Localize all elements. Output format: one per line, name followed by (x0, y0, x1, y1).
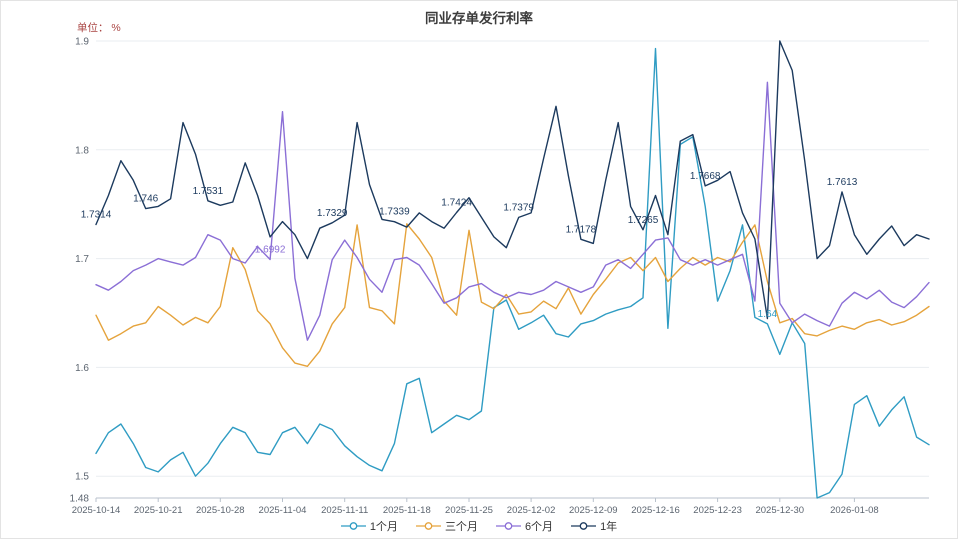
series-line-1m[interactable] (95, 47, 930, 499)
legend-label-1m: 1个月 (369, 521, 398, 533)
point-label: 1.7613 (827, 177, 858, 188)
x-axis-label: 2025-12-09 (569, 505, 618, 516)
series-line-6m[interactable] (95, 81, 930, 341)
x-axis-label: 2025-12-02 (507, 505, 556, 516)
point-label: 1.7379 (503, 202, 534, 213)
point-label: 1.6992 (255, 245, 286, 256)
y-axis-label: 1.8 (75, 145, 89, 156)
legend-line-marker-6m (495, 522, 521, 530)
x-axis-label: 2025-12-16 (631, 505, 680, 516)
y-axis-label: 1.7 (75, 254, 89, 265)
legend-label-3m: 三个月 (444, 521, 478, 533)
legend-label-6m: 6个月 (524, 521, 554, 533)
x-axis-label: 2025-12-30 (755, 505, 804, 516)
legend-line-marker-1m (340, 522, 366, 530)
point-label: 1.746 (133, 194, 158, 205)
legend-item-1m[interactable]: 1个月 (340, 518, 398, 534)
x-axis-label: 2025-11-04 (259, 505, 307, 516)
point-label: 1.7668 (690, 171, 721, 182)
y-axis-label: 1.9 (75, 37, 89, 48)
x-axis-label: 2025-11-18 (383, 505, 431, 516)
point-label: 1.7339 (379, 207, 410, 218)
x-axis-label: 2025-10-28 (196, 505, 245, 516)
point-label: 1.7531 (193, 186, 224, 197)
x-axis-label: 2025-10-21 (134, 505, 183, 516)
y-axis-label: 1.48 (70, 494, 90, 505)
x-axis-label: 2025-10-14 (72, 505, 121, 516)
y-axis-label: 1.6 (75, 363, 89, 374)
point-label: 1.7329 (317, 208, 348, 219)
chart-legend: 1个月 三个月 6个月 1年 (1, 518, 957, 534)
legend-item-1y[interactable]: 1年 (571, 518, 617, 534)
unit-label: 单位： % (77, 22, 121, 34)
point-label: 1.7314 (81, 210, 112, 221)
x-axis-label: 2025-11-25 (445, 505, 493, 516)
x-axis-label: 2025-11-11 (321, 505, 368, 516)
point-label: 1.7265 (628, 215, 659, 226)
point-label: 1.64 (758, 309, 778, 320)
legend-line-marker-3m (415, 522, 441, 530)
point-label: 1.7424 (441, 198, 472, 209)
legend-item-3m[interactable]: 三个月 (415, 518, 478, 534)
legend-line-marker-1y (571, 522, 597, 530)
x-axis-label: 2026-01-08 (830, 505, 879, 516)
x-axis-label: 2025-12-23 (693, 505, 742, 516)
point-label: 1.7178 (566, 224, 597, 235)
series-line-1y[interactable] (95, 40, 930, 320)
chart-title: 同业存单发行利率 (425, 11, 533, 26)
legend-item-6m[interactable]: 6个月 (495, 518, 554, 534)
y-axis-label: 1.5 (75, 472, 89, 483)
legend-label-1y: 1年 (600, 521, 618, 533)
